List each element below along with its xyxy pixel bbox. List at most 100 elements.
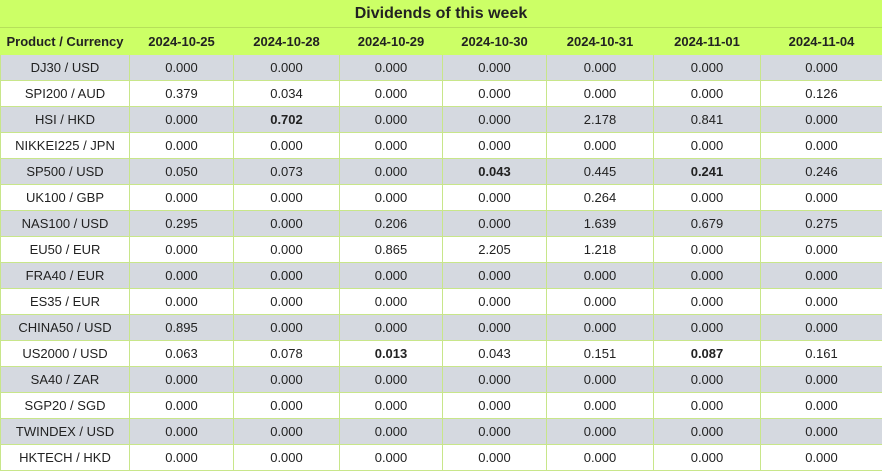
dividend-value-cell: 0.000 (761, 237, 882, 263)
product-cell: TWINDEX / USD (1, 419, 130, 445)
dividend-value-cell: 0.679 (654, 211, 761, 237)
dividend-value-cell: 0.000 (654, 445, 761, 471)
dividend-value-cell: 2.205 (443, 237, 547, 263)
dividend-value-cell: 0.000 (547, 367, 654, 393)
column-header-date: 2024-11-01 (654, 29, 761, 55)
dividend-value-cell: 0.043 (443, 341, 547, 367)
dividend-value-cell: 0.895 (130, 315, 234, 341)
product-cell: SA40 / ZAR (1, 367, 130, 393)
table-title: Dividends of this week (0, 0, 882, 28)
dividend-value-cell: 0.000 (654, 185, 761, 211)
dividend-value-cell: 0.000 (547, 289, 654, 315)
dividend-value-cell: 0.000 (654, 289, 761, 315)
dividend-value-cell: 0.000 (340, 445, 443, 471)
dividend-value-cell: 0.013 (340, 341, 443, 367)
dividend-value-cell: 1.218 (547, 237, 654, 263)
dividend-value-cell: 0.000 (340, 315, 443, 341)
dividend-value-cell: 0.841 (654, 107, 761, 133)
dividend-value-cell: 0.000 (654, 367, 761, 393)
dividend-value-cell: 0.000 (761, 185, 882, 211)
dividend-value-cell: 0.000 (761, 315, 882, 341)
dividend-value-cell: 0.000 (340, 263, 443, 289)
dividend-value-cell: 0.000 (130, 263, 234, 289)
dividend-value-cell: 0.000 (547, 419, 654, 445)
dividend-value-cell: 0.000 (130, 445, 234, 471)
dividend-value-cell: 0.000 (547, 133, 654, 159)
dividend-value-cell: 0.034 (234, 81, 340, 107)
dividend-value-cell: 0.000 (443, 107, 547, 133)
dividends-table: Product / Currency 2024-10-25 2024-10-28… (0, 28, 882, 471)
product-cell: ES35 / EUR (1, 289, 130, 315)
dividend-value-cell: 0.000 (761, 445, 882, 471)
dividend-value-cell: 0.000 (547, 393, 654, 419)
dividend-value-cell: 0.000 (340, 159, 443, 185)
dividend-value-cell: 0.000 (443, 55, 547, 81)
dividend-value-cell: 0.000 (761, 55, 882, 81)
dividend-value-cell: 0.050 (130, 159, 234, 185)
dividend-value-cell: 0.000 (130, 133, 234, 159)
header-row: Product / Currency 2024-10-25 2024-10-28… (1, 29, 882, 55)
column-header-date: 2024-10-25 (130, 29, 234, 55)
product-cell: CHINA50 / USD (1, 315, 130, 341)
dividend-value-cell: 0.000 (443, 315, 547, 341)
dividend-value-cell: 0.246 (761, 159, 882, 185)
dividend-value-cell: 0.000 (654, 393, 761, 419)
dividend-value-cell: 0.000 (234, 419, 340, 445)
product-cell: NIKKEI225 / JPN (1, 133, 130, 159)
dividend-value-cell: 0.000 (761, 107, 882, 133)
dividend-value-cell: 0.000 (761, 419, 882, 445)
product-cell: NAS100 / USD (1, 211, 130, 237)
product-cell: HKTECH / HKD (1, 445, 130, 471)
product-cell: HSI / HKD (1, 107, 130, 133)
dividend-value-cell: 0.000 (443, 211, 547, 237)
dividend-value-cell: 0.000 (234, 393, 340, 419)
dividend-value-cell: 0.000 (130, 419, 234, 445)
dividend-value-cell: 0.275 (761, 211, 882, 237)
dividend-value-cell: 0.379 (130, 81, 234, 107)
dividend-value-cell: 0.087 (654, 341, 761, 367)
dividend-value-cell: 0.000 (654, 133, 761, 159)
dividend-value-cell: 0.000 (234, 263, 340, 289)
dividend-value-cell: 0.000 (654, 263, 761, 289)
dividend-value-cell: 0.000 (130, 55, 234, 81)
dividend-value-cell: 0.264 (547, 185, 654, 211)
dividend-value-cell: 0.000 (234, 185, 340, 211)
dividend-value-cell: 1.639 (547, 211, 654, 237)
dividend-value-cell: 0.000 (340, 419, 443, 445)
dividend-value-cell: 0.000 (654, 55, 761, 81)
dividend-value-cell: 0.000 (130, 393, 234, 419)
dividend-value-cell: 0.000 (340, 133, 443, 159)
dividend-value-cell: 0.000 (654, 419, 761, 445)
dividend-value-cell: 0.073 (234, 159, 340, 185)
product-cell: SP500 / USD (1, 159, 130, 185)
dividend-value-cell: 0.000 (130, 367, 234, 393)
product-cell: FRA40 / EUR (1, 263, 130, 289)
dividend-value-cell: 0.000 (340, 393, 443, 419)
column-header-date: 2024-10-31 (547, 29, 654, 55)
dividend-value-cell: 0.000 (443, 133, 547, 159)
dividend-value-cell: 0.000 (654, 315, 761, 341)
column-header-date: 2024-10-28 (234, 29, 340, 55)
column-header-date: 2024-11-04 (761, 29, 882, 55)
dividend-value-cell: 0.126 (761, 81, 882, 107)
column-header-date: 2024-10-30 (443, 29, 547, 55)
dividend-value-cell: 0.063 (130, 341, 234, 367)
dividend-value-cell: 0.000 (547, 445, 654, 471)
dividend-value-cell: 0.161 (761, 341, 882, 367)
dividend-value-cell: 0.000 (547, 81, 654, 107)
dividend-value-cell: 0.000 (340, 55, 443, 81)
dividend-value-cell: 0.000 (340, 107, 443, 133)
dividend-value-cell: 2.178 (547, 107, 654, 133)
